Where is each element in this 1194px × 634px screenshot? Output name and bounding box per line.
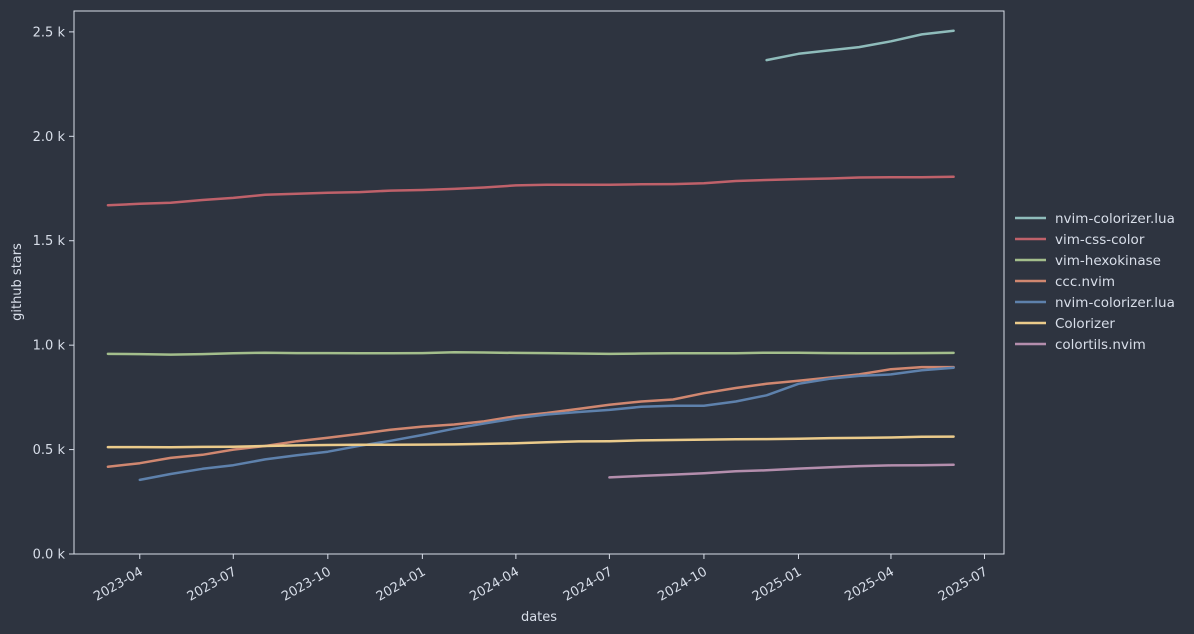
x-tick-label: 2024-07 [561,564,616,604]
plot-series [106,29,955,482]
series-line-2 [106,175,955,207]
legend-label: nvim-colorizer.lua [1055,295,1175,311]
x-tick-label: 2025-07 [936,564,991,604]
x-tick-label: 2024-01 [374,564,429,604]
y-axis: 0.0 k 0.5 k 1.0 k 1.5 k 2.0 k 2.5 k [33,25,74,563]
y-tick-label: 0.5 k [33,443,66,458]
x-tick-label: 2025-04 [842,564,897,604]
y-tick-label: 2.0 k [33,130,66,145]
series-line-7 [608,463,955,479]
series-line-1 [765,29,955,62]
legend-label: vim-hexokinase [1055,253,1161,269]
legend-label: ccc.nvim [1055,274,1115,290]
x-axis-label: dates [521,610,557,625]
y-tick-label: 1.0 k [33,339,66,354]
series-line-6 [106,435,955,449]
x-tick-label: 2024-10 [655,564,710,604]
plot-frame [73,10,1005,555]
legend: nvim-colorizer.lua vim-css-color vim-hexok… [1015,211,1175,353]
x-tick-label: 2023-07 [185,564,240,604]
legend-label: colortils.nvim [1055,337,1146,353]
legend-label: Colorizer [1055,316,1115,332]
x-tick-label: 2024-04 [467,564,522,604]
y-tick-label: 1.5 k [33,234,66,249]
legend-label: vim-css-color [1055,232,1145,248]
x-tick-label: 2025-01 [750,564,805,604]
series-line-3 [106,351,955,356]
x-axis: 2023-04 2023-07 2023-10 2024-01 2024-04 2024-… [91,554,990,605]
series-line-5 [138,366,955,482]
x-tick-label: 2023-04 [91,564,146,604]
series-line-4 [106,365,955,468]
legend-label: nvim-colorizer.lua [1055,211,1175,227]
y-axis-label: github stars [10,243,25,321]
y-tick-label: 2.5 k [33,25,66,40]
x-tick-label: 2023-10 [279,564,334,604]
y-tick-label: 0.0 k [33,548,66,563]
